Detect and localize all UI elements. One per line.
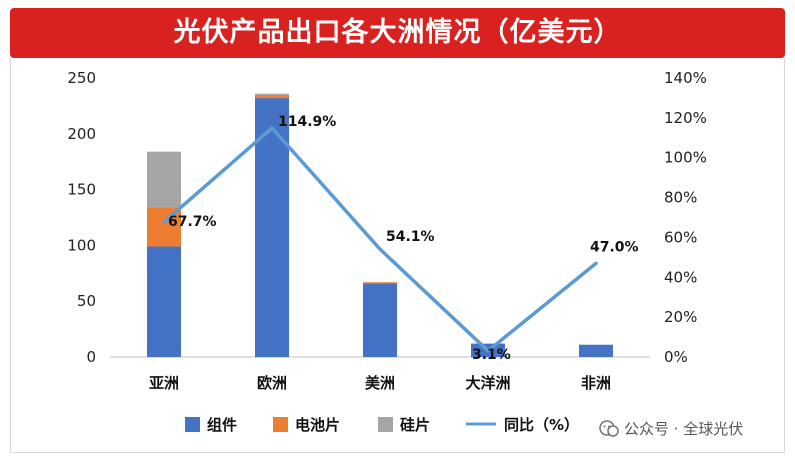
bar-cell bbox=[363, 282, 397, 284]
y-right-tick-label: 0% bbox=[664, 348, 688, 366]
yoy-point bbox=[486, 349, 490, 353]
x-category-label: 非洲 bbox=[581, 374, 611, 392]
y-left-tick-label: 100 bbox=[67, 236, 96, 254]
legend-label: 组件 bbox=[207, 416, 237, 434]
legend-swatch bbox=[378, 417, 393, 432]
y-right-tick-label: 20% bbox=[664, 308, 697, 326]
bar-component bbox=[363, 283, 397, 357]
y-right-tick-label: 80% bbox=[664, 189, 697, 207]
x-category-label: 大洋洲 bbox=[465, 374, 510, 392]
plot-frame bbox=[10, 58, 785, 453]
legend-swatch bbox=[273, 417, 288, 432]
bar-cell bbox=[255, 94, 289, 99]
x-category-label: 亚洲 bbox=[149, 374, 179, 392]
legend-label: 同比（%） bbox=[504, 416, 579, 434]
x-category-label: 美洲 bbox=[365, 374, 395, 392]
y-right-tick-label: 100% bbox=[664, 149, 707, 167]
chart-title: 光伏产品出口各大洲情况（亿美元） bbox=[173, 17, 622, 48]
legend-label: 电池片 bbox=[295, 416, 340, 434]
yoy-point bbox=[594, 261, 598, 265]
bar-component bbox=[147, 246, 181, 357]
y-right-tick-label: 40% bbox=[664, 268, 697, 286]
watermark: 公众号 · 全球光伏 bbox=[596, 414, 781, 444]
legend-swatch bbox=[185, 417, 200, 432]
y-left-tick-label: 50 bbox=[77, 292, 96, 310]
y-left-tick-label: 0 bbox=[86, 348, 96, 366]
y-left-tick-label: 200 bbox=[67, 125, 96, 143]
y-right-tick-label: 140% bbox=[664, 69, 707, 87]
yoy-data-label: 67.7% bbox=[168, 214, 217, 230]
yoy-data-label: 47.0% bbox=[590, 239, 639, 255]
yoy-data-label: 3.1% bbox=[472, 347, 511, 363]
yoy-point bbox=[270, 126, 274, 130]
yoy-data-label: 114.9% bbox=[278, 114, 336, 130]
y-left-tick-label: 250 bbox=[67, 69, 96, 87]
y-right-tick-label: 120% bbox=[664, 109, 707, 127]
bar-wafer bbox=[147, 151, 181, 208]
yoy-point bbox=[162, 220, 166, 224]
x-category-label: 欧洲 bbox=[257, 374, 287, 392]
legend-label: 硅片 bbox=[400, 416, 430, 434]
wechat-icon bbox=[599, 420, 619, 437]
y-right-tick-label: 60% bbox=[664, 228, 697, 246]
title-banner: 光伏产品出口各大洲情况（亿美元） bbox=[10, 8, 785, 58]
watermark-text: 公众号 · 全球光伏 bbox=[624, 420, 744, 438]
yoy-data-label: 54.1% bbox=[386, 229, 435, 245]
yoy-point bbox=[378, 247, 382, 251]
bar-wafer bbox=[255, 93, 289, 95]
y-left-tick-label: 150 bbox=[67, 181, 96, 199]
bar-component bbox=[579, 344, 613, 357]
